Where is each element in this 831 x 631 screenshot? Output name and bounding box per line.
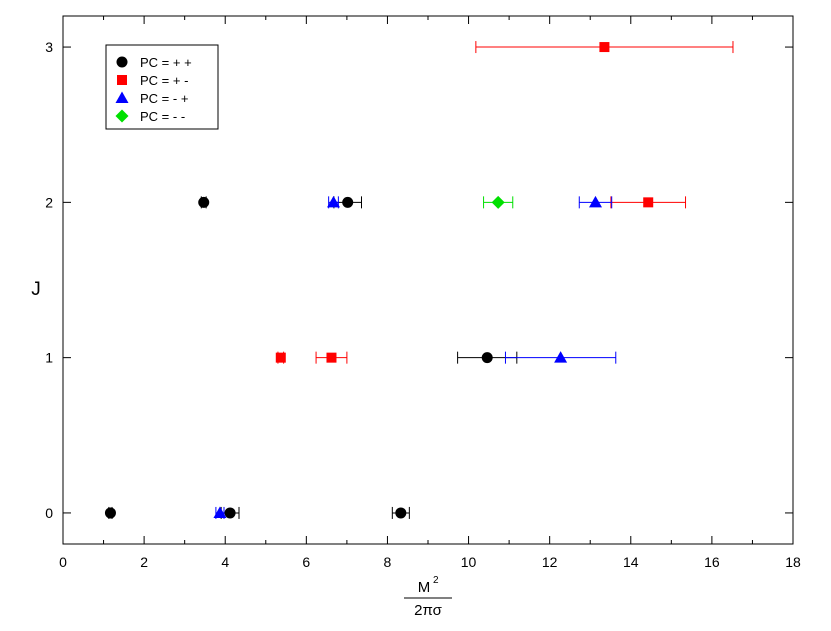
data-point-square bbox=[326, 352, 337, 363]
x-tick-label: 10 bbox=[461, 554, 477, 570]
legend-marker-square bbox=[117, 75, 127, 85]
x-tick-label: 0 bbox=[59, 554, 67, 570]
y-tick-label: 0 bbox=[45, 505, 53, 521]
legend-marker-circle bbox=[116, 56, 128, 68]
data-point-square bbox=[599, 42, 610, 53]
x-axis-label: M 2 2πσ bbox=[404, 575, 452, 619]
data-point-diamond bbox=[491, 195, 505, 209]
data-point-square bbox=[275, 352, 286, 363]
x-tick-label: 14 bbox=[623, 554, 639, 570]
data-point-square bbox=[643, 197, 654, 208]
x-tick-label: 8 bbox=[384, 554, 392, 570]
legend-label: PC = - - bbox=[140, 109, 185, 124]
y-tick-label: 1 bbox=[45, 350, 53, 366]
x-label-denominator: 2πσ bbox=[414, 602, 442, 619]
data-point-triangle bbox=[327, 195, 341, 208]
legend-label: PC = + + bbox=[140, 55, 192, 70]
y-tick-label: 3 bbox=[45, 39, 53, 55]
legend-label: PC = - + bbox=[140, 91, 188, 106]
data-point-circle bbox=[481, 352, 493, 364]
x-label-superscript: 2 bbox=[433, 575, 439, 586]
y-axis-label: J bbox=[31, 279, 41, 300]
data-point-circle bbox=[198, 196, 210, 208]
x-tick-label: 4 bbox=[221, 554, 229, 570]
data-point-circle bbox=[224, 507, 236, 519]
x-tick-label: 12 bbox=[542, 554, 558, 570]
legend: PC = + + PC = + - PC = - + PC = - - bbox=[105, 44, 219, 130]
x-tick-label: 16 bbox=[704, 554, 720, 570]
y-tick-label: 2 bbox=[45, 194, 53, 210]
data-markers bbox=[104, 42, 654, 519]
x-tick-label: 18 bbox=[785, 554, 801, 570]
legend-marker-triangle bbox=[115, 91, 129, 103]
legend-label: PC = + - bbox=[140, 73, 188, 88]
x-tick-label: 6 bbox=[302, 554, 310, 570]
data-point-triangle bbox=[588, 195, 602, 208]
legend-marker-diamond bbox=[115, 109, 129, 123]
data-point-triangle bbox=[213, 506, 227, 518]
data-point-circle bbox=[342, 196, 354, 208]
x-label-numerator: M bbox=[418, 579, 431, 596]
data-point-triangle bbox=[554, 351, 568, 363]
x-tick-label: 2 bbox=[140, 554, 148, 570]
data-point-circle bbox=[395, 507, 407, 519]
data-point-circle bbox=[104, 507, 116, 519]
